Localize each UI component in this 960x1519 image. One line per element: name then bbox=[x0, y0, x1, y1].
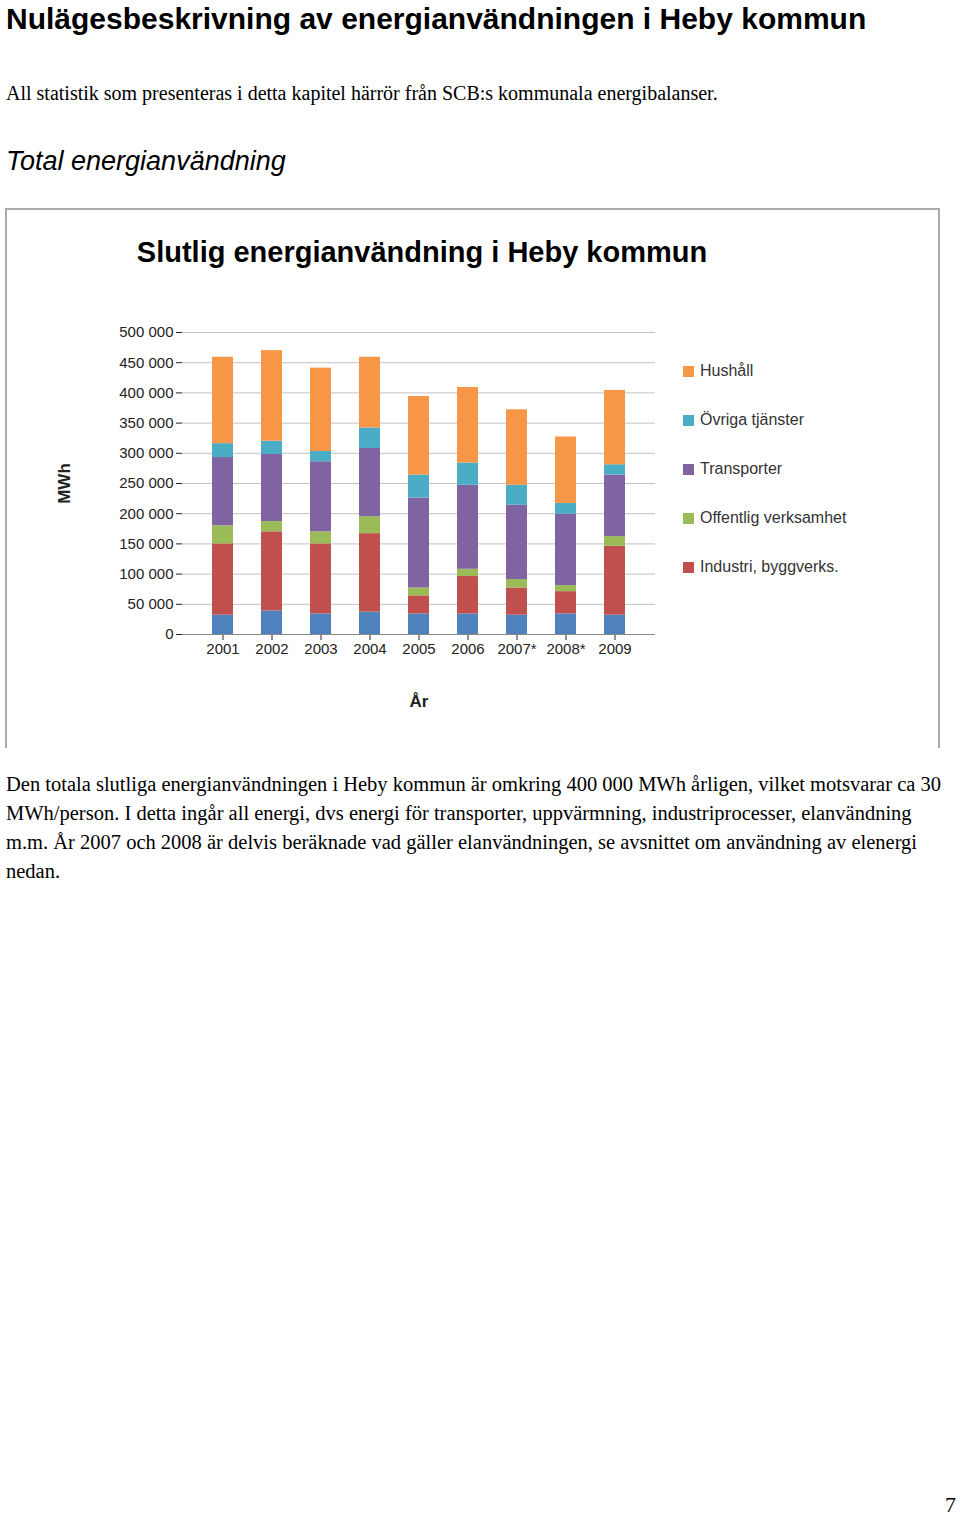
svg-text:2002: 2002 bbox=[255, 640, 288, 657]
html-text:Hushåll: Hushåll bbox=[700, 362, 754, 379]
svg-text:400 000: 400 000 bbox=[119, 384, 173, 401]
svg-text:50 000: 50 000 bbox=[128, 595, 174, 612]
html-text:Den totala slutliga energianvä: Den totala slutliga energianvändningen i… bbox=[6, 773, 941, 882]
svg-text:350 000: 350 000 bbox=[119, 414, 173, 431]
svg-text:2009: 2009 bbox=[598, 640, 631, 657]
svg-text:500 000: 500 000 bbox=[119, 323, 173, 340]
svg-text:MWh: MWh bbox=[55, 463, 74, 504]
svg-text:450 000: 450 000 bbox=[119, 354, 173, 371]
html-text:All statistik som presenteras: All statistik som presenteras i detta ka… bbox=[6, 82, 718, 104]
svg-text:200 000: 200 000 bbox=[119, 505, 173, 522]
svg-text:2003: 2003 bbox=[304, 640, 337, 657]
svg-text:100 000: 100 000 bbox=[119, 565, 173, 582]
svg-text:0: 0 bbox=[165, 625, 173, 642]
svg-text:2008*: 2008* bbox=[546, 640, 585, 657]
html-text:Total energianvändning: Total energianvändning bbox=[6, 146, 286, 176]
html-text:7: 7 bbox=[945, 1492, 956, 1517]
html-text:Övriga tjänster: Övriga tjänster bbox=[700, 411, 804, 428]
html-text:Industri, byggverks.: Industri, byggverks. bbox=[700, 558, 839, 575]
svg-text:År: År bbox=[410, 692, 429, 711]
html-text:Offentlig verksamhet: Offentlig verksamhet bbox=[700, 509, 847, 526]
html-text:Transporter: Transporter bbox=[700, 460, 783, 477]
svg-text:2005: 2005 bbox=[402, 640, 435, 657]
svg-text:150 000: 150 000 bbox=[119, 535, 173, 552]
html-text:Slutlig energianvändning i Heb: Slutlig energianvändning i Heby kommun bbox=[136, 236, 708, 268]
svg-text:2007*: 2007* bbox=[497, 640, 536, 657]
svg-text:250 000: 250 000 bbox=[119, 474, 173, 491]
svg-text:2006: 2006 bbox=[451, 640, 484, 657]
svg-text:2001: 2001 bbox=[206, 640, 239, 657]
svg-text:300 000: 300 000 bbox=[119, 444, 173, 461]
svg-text:2004: 2004 bbox=[353, 640, 386, 657]
html-text:Nulägesbeskrivning av energian: Nulägesbeskrivning av energianvändningen… bbox=[6, 2, 867, 35]
